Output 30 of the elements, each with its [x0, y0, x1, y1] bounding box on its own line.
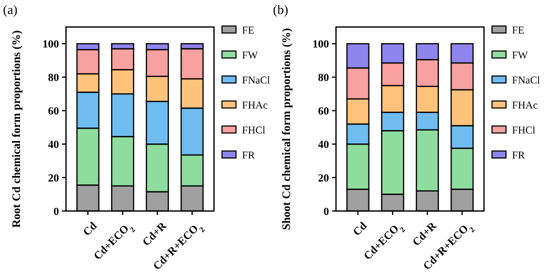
legend-label: FHAc: [512, 100, 538, 112]
y-tick-label: 40: [318, 138, 330, 151]
legend-label: FE: [512, 26, 524, 37]
legend-label: FNaCl: [242, 76, 270, 87]
legend-label: FR: [242, 150, 255, 162]
y-tick-label: 80: [48, 72, 60, 84]
legend-label: FW: [512, 50, 528, 62]
y-axis-title: Shoot Cd chemical form proportions (%): [281, 28, 293, 230]
legend-label: FE: [242, 26, 254, 37]
legend-label: FNaCl: [512, 76, 540, 87]
text: (a): [3, 2, 18, 17]
legend-label: FR: [512, 150, 525, 162]
x-tick-label: Cd: [351, 220, 370, 239]
y-tick-label: 60: [318, 105, 330, 118]
legend-label: FHCl: [242, 126, 266, 137]
legend-label: FW: [242, 50, 258, 62]
text: (b): [273, 2, 288, 17]
legend-label: FHCl: [512, 126, 536, 137]
y-tick-label: 40: [48, 138, 60, 151]
y-tick-label: 60: [48, 105, 60, 118]
legend-label: FHAc: [242, 100, 268, 112]
y-tick-label: 0: [54, 206, 60, 218]
y-tick-label: 100: [312, 38, 330, 51]
y-tick-label: 80: [318, 72, 330, 84]
y-tick-label: 100: [42, 38, 60, 51]
x-tick-label: Cd: [81, 220, 100, 239]
y-tick-label: 0: [324, 206, 330, 218]
y-axis-title: Root Cd chemical form proportions (%): [11, 30, 23, 228]
y-tick-label: 20: [318, 172, 330, 184]
y-tick-label: 20: [48, 172, 60, 184]
